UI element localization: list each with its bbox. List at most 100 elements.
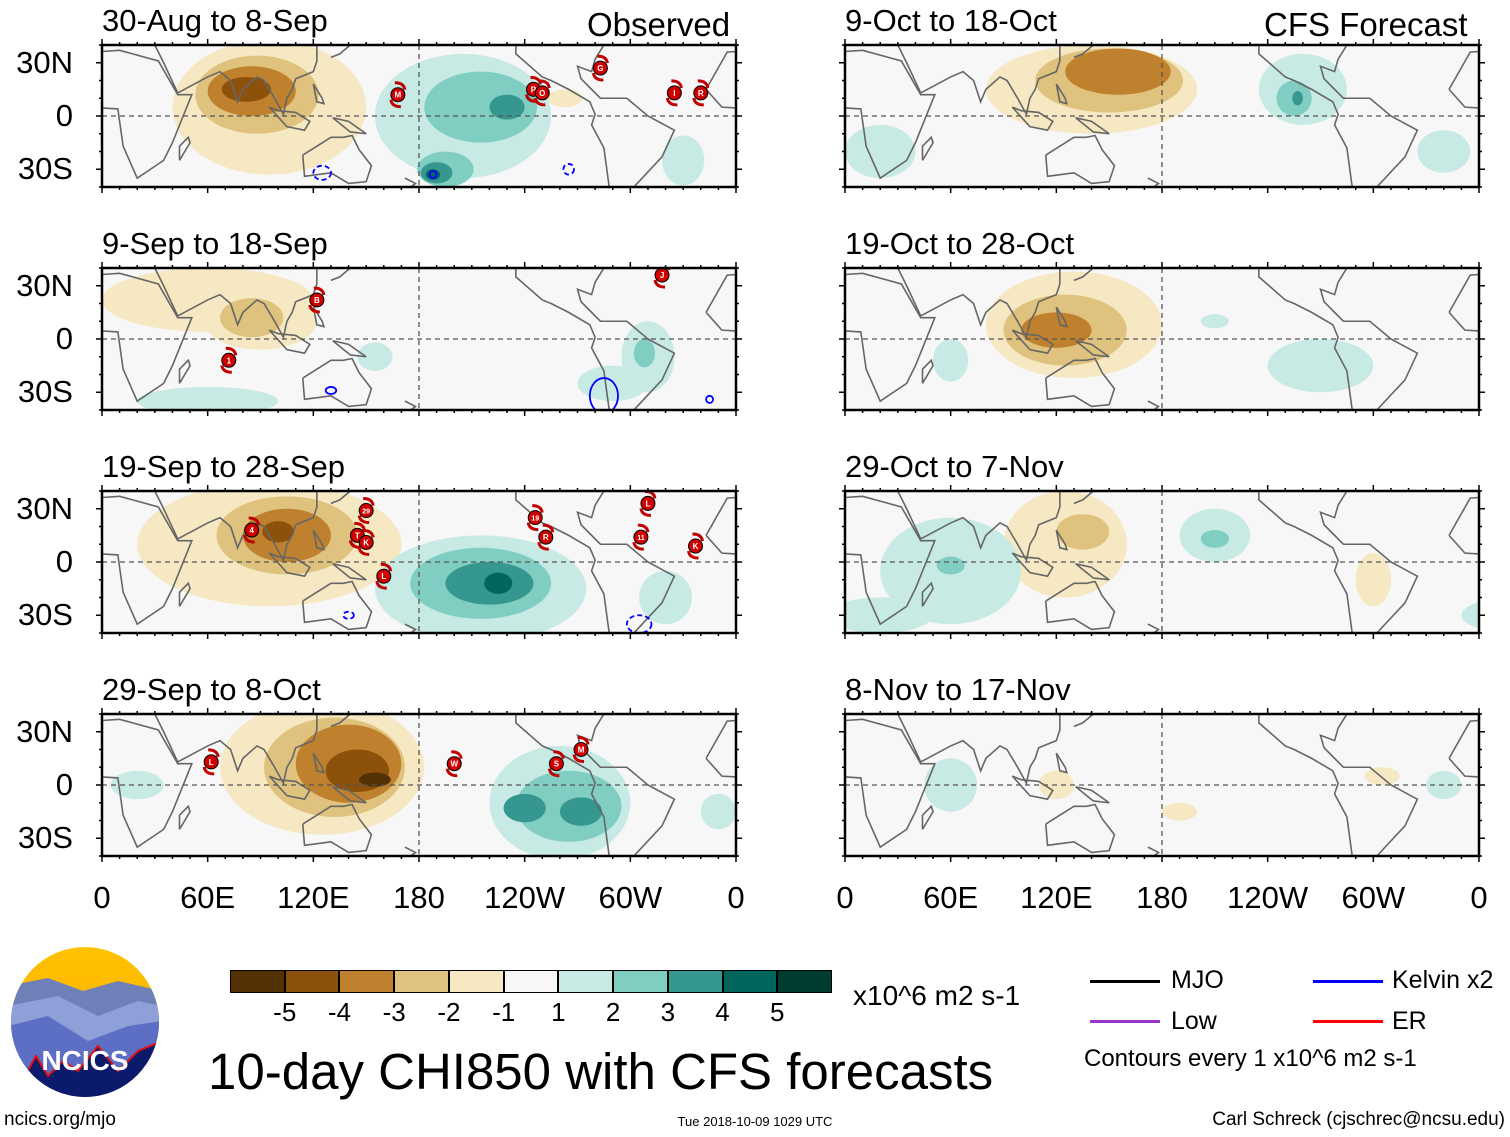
lat-tick-label: 30N	[16, 713, 73, 749]
tropical-cyclone-icon: K	[687, 532, 704, 560]
lat-tick-label: 30N	[16, 44, 73, 80]
tropical-cyclone-icon: G	[591, 54, 609, 82]
map-panel	[839, 485, 1485, 639]
coastline	[268, 552, 311, 578]
positive-anomaly	[639, 570, 692, 625]
coastline	[576, 45, 676, 187]
positive-anomaly	[845, 597, 934, 633]
coastline	[1319, 45, 1419, 187]
storm-label: W	[450, 760, 458, 769]
storm-label: M	[578, 746, 585, 755]
colorbar-swatch	[394, 970, 449, 993]
coastline	[330, 268, 351, 282]
colorbar-label: -4	[327, 997, 352, 1027]
tropical-cyclone-icon: O	[533, 79, 551, 107]
lat-tick-label: 0	[55, 98, 73, 133]
coastline	[154, 714, 318, 786]
negative-anomaly	[1364, 767, 1400, 785]
coastline	[154, 45, 318, 117]
lon-tick-label: 180	[1136, 880, 1188, 915]
lon-tick-label: 60W	[1341, 880, 1406, 915]
colorbar-swatch	[558, 970, 614, 993]
storm-label: L	[381, 572, 386, 581]
positive-anomaly	[1200, 314, 1229, 329]
negative-anomaly	[1162, 802, 1198, 821]
coastline	[813, 806, 824, 829]
panel-title: 9-Sep to 18-Sep	[102, 226, 328, 261]
storm-label: R	[543, 533, 549, 542]
tropical-cyclone-icon: 1	[220, 346, 238, 374]
logo-text: NCICS	[41, 1045, 128, 1076]
coastline	[268, 329, 311, 355]
tropical-cyclone-icon: L	[202, 748, 220, 776]
lat-tick-label: 0	[55, 321, 73, 356]
positive-anomaly	[783, 130, 836, 173]
storm-label: M	[395, 91, 402, 100]
tropical-cyclone-icon: W	[445, 750, 463, 778]
tropical-cyclone-icon: M	[572, 736, 590, 763]
positive-anomaly	[936, 556, 965, 575]
storm-label: K	[693, 542, 699, 551]
storm-label: O	[539, 89, 545, 98]
colorbar-swatch	[722, 970, 778, 993]
coastline	[897, 714, 1061, 786]
coastline	[102, 495, 194, 626]
coastline	[1044, 134, 1116, 185]
coastline	[515, 268, 610, 410]
storm-label: B	[314, 296, 320, 305]
coastline	[515, 491, 610, 633]
storm-label: I	[673, 89, 675, 98]
coastline	[1075, 562, 1110, 581]
negative-anomaly	[1355, 553, 1391, 607]
positive-anomaly	[357, 342, 393, 371]
coastline	[178, 358, 191, 384]
colorbar-swatch	[339, 970, 395, 993]
coastline	[845, 49, 937, 180]
legend-label-kelvin: Kelvin x2	[1392, 966, 1494, 994]
positive-anomaly	[933, 339, 969, 382]
tropical-cyclone-icon: M	[389, 81, 407, 109]
lat-tick-label: 30N	[16, 490, 73, 526]
tropical-cyclone-icon: I	[665, 79, 683, 107]
coastline	[102, 718, 194, 849]
map-panel	[839, 39, 1485, 193]
panel-title: 9-Oct to 18-Oct	[845, 3, 1057, 38]
coastline	[576, 714, 676, 856]
positive-anomaly	[1292, 91, 1303, 106]
coastline	[330, 491, 351, 505]
coastline	[1055, 306, 1069, 328]
colorbar-swatch	[503, 970, 559, 993]
coastline	[1011, 775, 1054, 801]
lat-tick-label: 0	[55, 544, 73, 579]
coastline	[301, 580, 373, 631]
coastline	[312, 306, 326, 328]
storm-label: 19	[531, 516, 539, 523]
coastline	[576, 268, 676, 410]
tropical-cyclone-icon: B	[308, 286, 326, 314]
storm-label: J	[660, 271, 664, 280]
storm-label: 4	[249, 526, 254, 535]
positive-anomaly	[924, 758, 978, 812]
kelvin-contour	[312, 164, 332, 181]
map-panel: M P O G I R	[96, 39, 742, 193]
observed-label: Observed	[587, 6, 731, 43]
negative-anomaly	[1065, 48, 1171, 95]
lon-tick-label: 0	[836, 880, 854, 915]
coastline	[332, 116, 367, 135]
coastline	[1258, 268, 1353, 410]
map-panel	[839, 708, 1485, 862]
coastline	[921, 581, 934, 607]
storm-label: S	[554, 760, 560, 769]
coastline	[1075, 116, 1110, 135]
storm-label: K	[363, 538, 369, 547]
coastline	[332, 785, 367, 804]
positive-anomaly	[633, 339, 655, 368]
positive-anomaly	[700, 793, 736, 830]
colorbar-label: 3	[660, 997, 676, 1027]
coastline	[813, 137, 824, 160]
lon-tick-label: 120E	[1020, 880, 1093, 915]
lat-tick-label: 30N	[16, 267, 73, 303]
contour-note: Contours every 1 x10^6 m2 s-1	[1084, 1045, 1417, 1072]
coastline	[1319, 714, 1419, 856]
